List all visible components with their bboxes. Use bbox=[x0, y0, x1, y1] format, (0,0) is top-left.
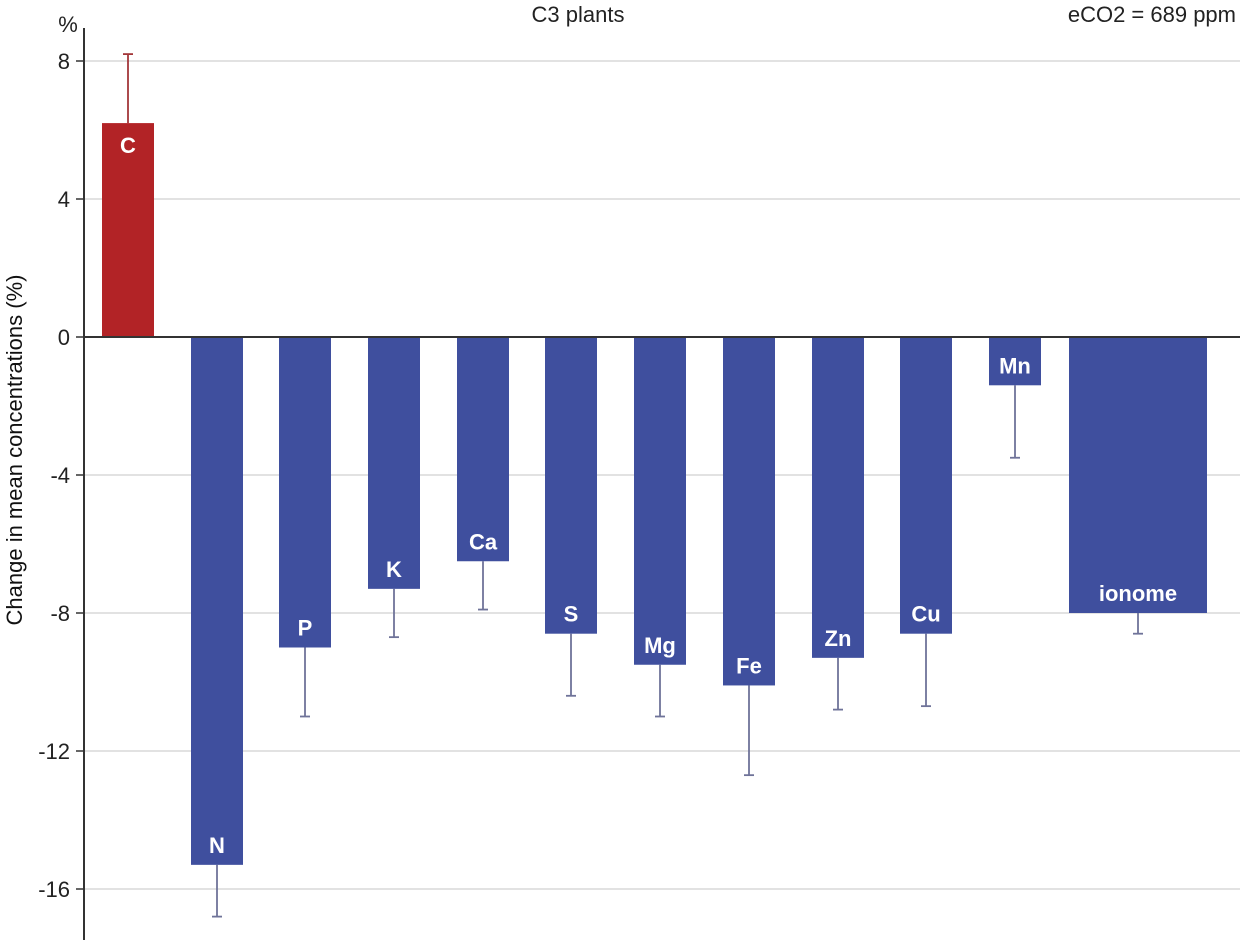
bar-label-p: P bbox=[298, 616, 313, 641]
y-tick-label: -4 bbox=[50, 463, 70, 488]
bar-cu bbox=[900, 337, 952, 634]
axes bbox=[83, 28, 1240, 940]
bar-label-c: C bbox=[120, 133, 136, 158]
bar-s bbox=[545, 337, 597, 634]
chart-title: C3 plants bbox=[532, 2, 625, 27]
bar-label-mn: Mn bbox=[999, 353, 1031, 378]
bar-mg bbox=[634, 337, 686, 665]
y-tick-label: 0 bbox=[58, 325, 70, 350]
bar-label-zn: Zn bbox=[825, 626, 852, 651]
bar-mn bbox=[989, 337, 1041, 386]
y-tick-label: 8 bbox=[58, 49, 70, 74]
bar-label-cu: Cu bbox=[911, 602, 940, 627]
y-tick-label: 4 bbox=[58, 187, 70, 212]
y-tick-labels: 8 4 0 -4 -8 -12 -16 bbox=[38, 49, 84, 902]
bar-fe bbox=[723, 337, 775, 686]
bar-label-ca: Ca bbox=[469, 529, 498, 554]
bar-c bbox=[102, 123, 154, 337]
bar-label-fe: Fe bbox=[736, 653, 762, 678]
co2-annotation: eCO2 = 689 ppm bbox=[1068, 2, 1236, 27]
bar-n bbox=[191, 337, 243, 865]
y-tick-label: -16 bbox=[38, 877, 70, 902]
bar-k bbox=[368, 337, 420, 589]
y-unit-label: % bbox=[58, 12, 78, 37]
bar-label-mg: Mg bbox=[644, 633, 676, 658]
y-tick-label: -8 bbox=[50, 601, 70, 626]
bar-label-s: S bbox=[564, 602, 579, 627]
bars: C N P K Ca S Mg Fe Zn Cu Mn ionome bbox=[102, 53, 1207, 918]
y-axis-label: Change in mean concentrations (%) bbox=[2, 275, 27, 626]
y-tick-label: -12 bbox=[38, 739, 70, 764]
bar-label-k: K bbox=[386, 557, 402, 582]
bar-p bbox=[279, 337, 331, 648]
bar-ca bbox=[457, 337, 509, 562]
bar-ionome bbox=[1069, 337, 1207, 613]
bar-label-ionome: ionome bbox=[1099, 581, 1177, 606]
bar-zn bbox=[812, 337, 864, 658]
bar-label-n: N bbox=[209, 833, 225, 858]
